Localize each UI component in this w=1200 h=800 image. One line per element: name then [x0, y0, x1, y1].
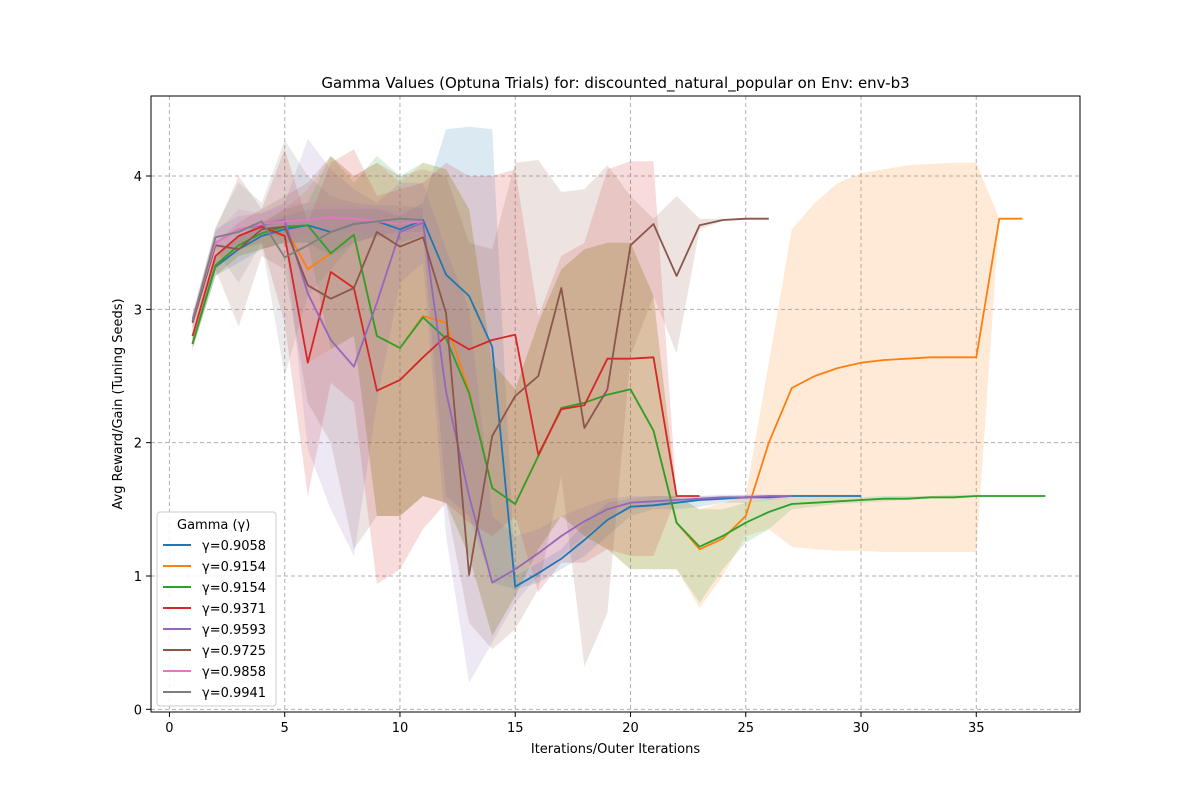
y-ticks: 0 1 2 3 4 — [134, 170, 151, 718]
legend-label: γ=0.9371 — [202, 602, 266, 617]
y-tick-label: 4 — [134, 170, 142, 185]
x-ticks: 0 5 10 15 20 25 30 35 — [165, 712, 985, 736]
legend-label: γ=0.9725 — [202, 644, 266, 659]
legend-title: Gamma (γ) — [177, 518, 250, 533]
band-series-7 — [192, 140, 423, 376]
legend-label: γ=0.9154 — [202, 581, 266, 596]
band-series-4 — [192, 138, 792, 683]
line-series-2 — [191, 224, 1046, 548]
x-tick-label: 10 — [392, 721, 409, 736]
x-tick-label: 30 — [853, 721, 870, 736]
plot-frame — [150, 95, 1081, 713]
y-tick-label: 2 — [134, 437, 142, 452]
line-series-3 — [191, 225, 700, 497]
y-tick-label: 0 — [134, 703, 142, 718]
chart-title: Gamma Values (Optuna Trials) for: discou… — [321, 74, 909, 93]
line-series-7 — [191, 217, 424, 322]
x-axis-label: Iterations/Outer Iterations — [531, 742, 700, 757]
y-tick-label: 3 — [134, 303, 142, 318]
line-series-5 — [191, 217, 769, 576]
band-series-3 — [192, 149, 700, 593]
band-series-6 — [192, 202, 423, 326]
legend: Gamma (γ) γ=0.9058 γ=0.9154 γ=0.9154 γ=0.93… — [156, 511, 277, 707]
band-series-1 — [192, 156, 1023, 636]
y-tick-label: 1 — [134, 570, 142, 585]
band-series-2 — [192, 156, 1046, 636]
x-tick-label: 0 — [165, 721, 173, 736]
legend-box — [156, 511, 277, 707]
x-tick-label: 5 — [281, 721, 289, 736]
x-tick-label: 15 — [507, 721, 524, 736]
legend-label: γ=0.9593 — [202, 623, 266, 638]
x-tick-label: 35 — [968, 721, 985, 736]
legend-label: γ=0.9058 — [202, 539, 266, 554]
x-tick-label: 25 — [737, 721, 754, 736]
series-lines — [191, 216, 1046, 588]
x-tick-label: 20 — [622, 721, 639, 736]
grid — [151, 96, 1080, 712]
y-axis-label: Avg Reward/Gain (Tuning Seeds) — [111, 298, 126, 509]
legend-items: γ=0.9058 γ=0.9154 γ=0.9154 γ=0.9371 γ=0.9593… — [163, 539, 266, 701]
legend-label: γ=0.9941 — [202, 686, 266, 701]
legend-label: γ=0.9858 — [202, 665, 266, 680]
legend-label: γ=0.9154 — [202, 560, 266, 575]
